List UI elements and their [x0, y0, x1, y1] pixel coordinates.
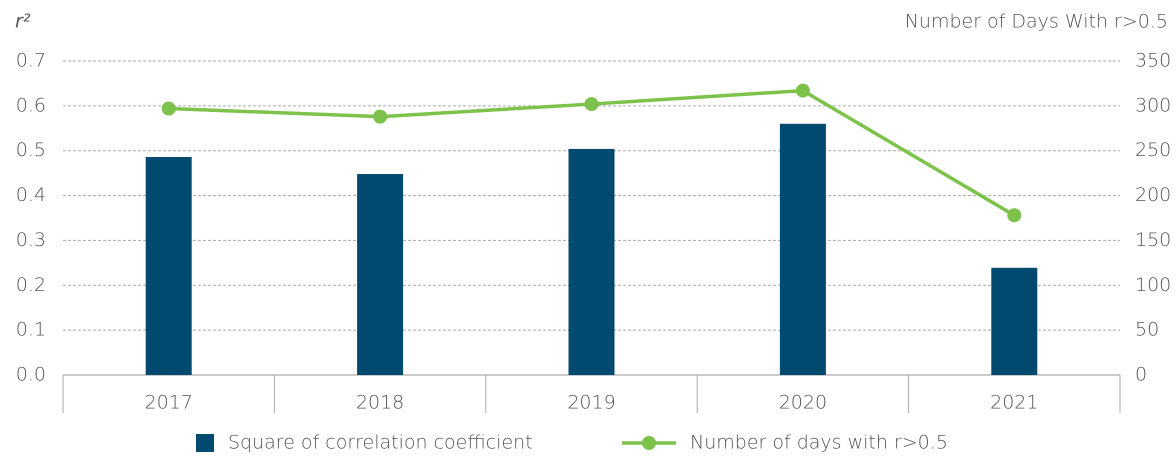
- x-tick-label: 2018: [356, 392, 404, 414]
- line-point: [795, 83, 810, 98]
- y-tick-label: 0.1: [16, 319, 46, 341]
- y2-tick-label: 300: [1135, 94, 1171, 116]
- legend-swatch: [196, 434, 214, 452]
- line-point: [584, 97, 599, 112]
- y-tick-label: 0.3: [16, 229, 46, 251]
- y-tick-label: 0.7: [16, 50, 46, 72]
- y2-tick-label: 350: [1135, 50, 1171, 72]
- bar: [991, 267, 1038, 375]
- line-point: [373, 109, 388, 124]
- bar: [357, 174, 404, 375]
- y-tick-label: 0.6: [16, 94, 46, 116]
- x-tick-label: 2019: [567, 392, 615, 414]
- y-tick-label: 0.0: [16, 364, 46, 386]
- legend-swatch-point: [642, 436, 656, 450]
- y2-tick-label: 250: [1135, 139, 1171, 161]
- x-tick-label: 2021: [990, 392, 1038, 414]
- x-tick-label: 2020: [779, 392, 827, 414]
- y2-tick-label: 50: [1135, 319, 1159, 341]
- line-point: [161, 101, 176, 116]
- y2-tick-label: 150: [1135, 229, 1171, 251]
- bar: [568, 148, 615, 375]
- y-tick-label: 0.2: [16, 274, 46, 296]
- y-axis-title: r²: [15, 11, 31, 33]
- y-tick-label: 0.5: [16, 139, 46, 161]
- bar: [779, 123, 826, 375]
- bar: [145, 156, 192, 375]
- y2-tick-label: 200: [1135, 184, 1171, 206]
- y2-axis-title: Number of Days With r>0.5: [905, 11, 1168, 33]
- y2-tick-label: 100: [1135, 274, 1171, 296]
- x-tick-label: 2017: [145, 392, 193, 414]
- legend-label: Number of days with r>0.5: [690, 432, 948, 454]
- y2-tick-label: 0: [1135, 364, 1147, 386]
- y-tick-label: 0.4: [16, 184, 46, 206]
- legend-label: Square of correlation coefficient: [228, 432, 533, 454]
- line-point: [1007, 208, 1022, 223]
